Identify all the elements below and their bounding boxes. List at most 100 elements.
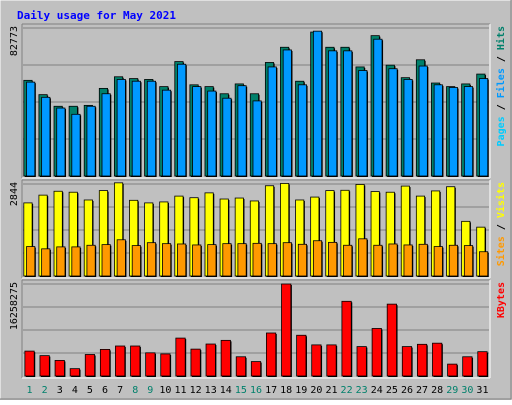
- bar-files-day-28: [433, 84, 443, 177]
- bar-sites-day-18: [282, 242, 292, 277]
- bar-files-day-16: [252, 100, 262, 177]
- bar-kbytes-day-6: [99, 349, 111, 377]
- bar-sites-day-20: [312, 240, 323, 277]
- day-label-18: 18: [280, 385, 292, 396]
- bar-kbytes-day-4: [69, 368, 80, 377]
- bar-sites-day-14: [222, 243, 232, 277]
- bar-sites-day-15: [237, 243, 247, 277]
- day-label-19: 19: [295, 385, 307, 396]
- panel-kbytes: 16258275 KBytes: [9, 279, 507, 379]
- bar-files-day-19: [297, 84, 307, 177]
- legend-item-hits: Hits: [495, 26, 507, 50]
- bar-kbytes-day-26: [401, 346, 413, 377]
- bar-files-day-13: [207, 90, 217, 177]
- day-label-7: 7: [117, 385, 123, 396]
- bar-sites-day-4: [71, 246, 81, 277]
- legend-item-sites: Sites: [495, 236, 507, 266]
- bar-sites-day-9: [146, 242, 157, 277]
- day-label-6: 6: [102, 385, 108, 396]
- legend-item-pages: Pages: [496, 116, 507, 146]
- bar-sites-day-6: [101, 244, 111, 277]
- day-label-29: 29: [446, 385, 458, 396]
- legend-separator: /: [496, 98, 507, 116]
- bar-files-day-15: [237, 85, 247, 177]
- bar-kbytes-day-20: [311, 344, 322, 377]
- day-label-22: 22: [341, 385, 353, 396]
- day-label-13: 13: [205, 385, 217, 396]
- bar-kbytes-day-27: [416, 343, 428, 377]
- panel-legend: Pages / Files / Hits: [495, 26, 507, 146]
- bar-files-day-1: [26, 81, 36, 177]
- bar-sites-day-8: [131, 245, 141, 277]
- panel-ymax-label: 2844: [9, 182, 20, 206]
- bar-kbytes-day-3: [54, 360, 65, 377]
- day-label-2: 2: [42, 385, 48, 396]
- day-label-14: 14: [220, 385, 232, 396]
- bar-files-day-26: [403, 79, 413, 177]
- bar-files-day-9: [146, 80, 157, 177]
- bar-files-day-20: [312, 30, 323, 177]
- bar-kbytes-day-7: [115, 345, 126, 377]
- panel-ymax-label: 16258275: [9, 282, 20, 330]
- bar-kbytes-day-17: [266, 332, 277, 377]
- bar-kbytes-day-9: [145, 352, 156, 377]
- day-label-30: 30: [461, 385, 473, 396]
- bar-kbytes-day-18: [281, 283, 292, 377]
- bar-files-day-2: [41, 96, 51, 177]
- bar-sites-day-22: [343, 244, 353, 277]
- day-label-10: 10: [159, 385, 171, 396]
- bar-files-day-3: [56, 107, 66, 177]
- bar-kbytes-day-28: [432, 342, 443, 377]
- chart-panels: 82773 Pages / Files / Hits 2844 Sites / Vis…: [9, 23, 507, 379]
- bar-files-day-12: [192, 86, 202, 177]
- bar-kbytes-day-21: [326, 344, 337, 377]
- day-label-23: 23: [356, 385, 368, 396]
- bar-kbytes-day-25: [386, 303, 397, 377]
- bar-kbytes-day-10: [160, 353, 171, 377]
- bar-kbytes-day-16: [250, 361, 262, 377]
- bar-kbytes-day-1: [24, 350, 35, 377]
- bar-files-day-6: [101, 93, 111, 177]
- bar-sites-day-30: [463, 245, 474, 277]
- day-label-5: 5: [87, 385, 93, 396]
- day-label-31: 31: [476, 385, 488, 396]
- x-axis-day-labels: 1 2 3 4 5 6 7 8 9 10 11 12 13 14 15 16 17 18 19 20 21 22 23 24 2…: [27, 385, 489, 396]
- day-label-3: 3: [57, 385, 63, 396]
- legend-separator: /: [496, 218, 507, 236]
- day-label-26: 26: [401, 385, 413, 396]
- day-label-9: 9: [147, 385, 153, 396]
- bar-sites-day-21: [328, 241, 338, 277]
- legend-item-visits: Visits: [495, 182, 507, 218]
- day-label-11: 11: [174, 385, 186, 396]
- bar-sites-day-29: [448, 244, 458, 277]
- day-label-8: 8: [132, 385, 138, 396]
- bar-files-day-8: [131, 80, 141, 177]
- day-label-12: 12: [190, 385, 202, 396]
- bar-sites-day-24: [373, 244, 383, 277]
- bar-files-day-7: [116, 79, 126, 177]
- bar-sites-day-3: [56, 246, 66, 277]
- panel-visits_sites: 2844 Sites / Visits: [9, 179, 507, 279]
- day-label-27: 27: [416, 385, 428, 396]
- bar-files-day-31: [479, 78, 489, 177]
- bar-kbytes-day-19: [296, 334, 307, 377]
- bar-kbytes-day-31: [477, 351, 488, 377]
- day-label-15: 15: [235, 385, 247, 396]
- bar-sites-day-11: [177, 243, 187, 277]
- legend-item-files: Files: [495, 68, 507, 98]
- bar-kbytes-day-14: [220, 339, 231, 377]
- legend-separator: /: [496, 50, 507, 68]
- bar-sites-day-23: [358, 238, 368, 277]
- bar-sites-day-17: [267, 243, 277, 277]
- bar-kbytes-day-12: [190, 348, 201, 377]
- panel-hits_files_pages: 82773 Pages / Files / Hits: [9, 23, 507, 179]
- bar-kbytes-day-23: [356, 346, 367, 377]
- day-label-25: 25: [386, 385, 398, 396]
- bar-files-day-5: [86, 105, 96, 177]
- bar-sites-day-7: [116, 239, 126, 277]
- bar-kbytes-day-24: [371, 328, 382, 377]
- panel-ymax-label: 82773: [9, 26, 20, 56]
- bar-files-day-17: [267, 66, 277, 177]
- bar-kbytes-day-22: [341, 300, 352, 377]
